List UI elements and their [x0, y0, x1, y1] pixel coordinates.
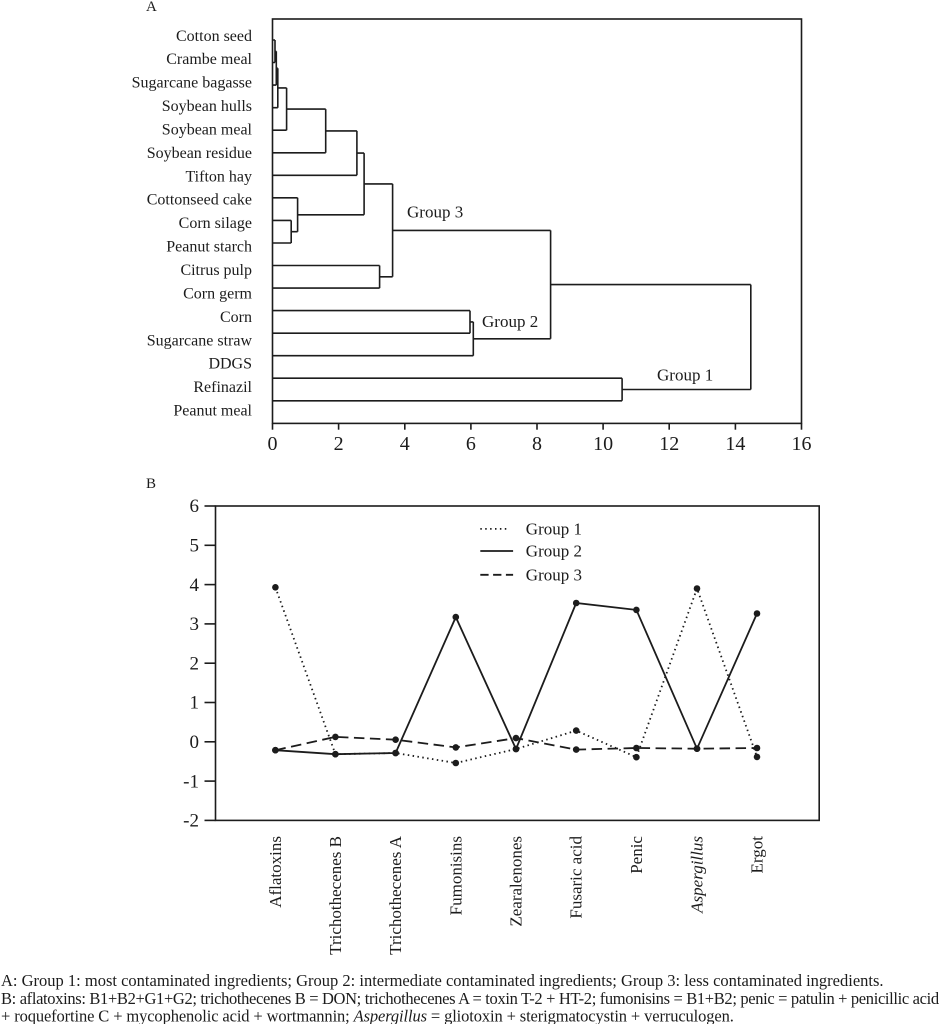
svg-text:Aspergillus: Aspergillus: [688, 836, 707, 914]
svg-text:A: Group 1: most contaminated: A: Group 1: most contaminated ingredient…: [1, 971, 884, 990]
svg-text:0: 0: [268, 433, 278, 455]
svg-text:Ergot: Ergot: [748, 836, 767, 874]
svg-text:10: 10: [593, 433, 613, 455]
svg-text:5: 5: [190, 536, 200, 557]
svg-text:Corn germ: Corn germ: [183, 285, 252, 302]
svg-text:14: 14: [725, 433, 745, 455]
svg-text:Group 2: Group 2: [482, 312, 538, 331]
svg-text:DDGS: DDGS: [208, 356, 252, 373]
svg-text:4: 4: [190, 575, 200, 596]
svg-text:1: 1: [190, 693, 200, 714]
svg-text:Aflatoxins: Aflatoxins: [266, 836, 285, 908]
svg-text:-2: -2: [183, 811, 199, 832]
svg-text:8: 8: [532, 433, 542, 455]
svg-text:3: 3: [190, 614, 200, 635]
svg-text:Group 3: Group 3: [526, 565, 582, 584]
svg-text:Corn: Corn: [220, 309, 252, 326]
svg-text:6: 6: [466, 433, 476, 455]
svg-text:Crambe meal: Crambe meal: [166, 51, 252, 68]
svg-text:Cottonseed cake: Cottonseed cake: [147, 192, 252, 209]
svg-text:4: 4: [400, 433, 410, 455]
svg-text:Fumonisins: Fumonisins: [446, 836, 465, 915]
svg-text:Soybean hulls: Soybean hulls: [162, 98, 252, 115]
svg-text:Group 1: Group 1: [657, 366, 713, 385]
svg-text:2: 2: [190, 653, 200, 674]
svg-text:Trichothecenes A: Trichothecenes A: [386, 835, 405, 955]
svg-text:B: aflatoxins: B1+B2+G1+G2; tr: B: aflatoxins: B1+B2+G1+G2; trichothecen…: [1, 989, 940, 1008]
svg-text:Citrus pulp: Citrus pulp: [180, 262, 252, 279]
svg-text:Sugarcane bagasse: Sugarcane bagasse: [132, 75, 252, 92]
svg-text:Soybean residue: Soybean residue: [147, 145, 252, 162]
svg-text:Fusaric acid: Fusaric acid: [567, 836, 586, 919]
svg-text:Group 3: Group 3: [407, 203, 463, 222]
svg-text:16: 16: [792, 433, 812, 455]
svg-text:Group 1: Group 1: [526, 519, 582, 538]
svg-text:-1: -1: [183, 771, 199, 792]
svg-text:Refinazil: Refinazil: [193, 379, 252, 396]
svg-text:Peanut starch: Peanut starch: [166, 239, 252, 256]
svg-text:Soybean meal: Soybean meal: [162, 122, 253, 139]
svg-text:Penic: Penic: [627, 836, 646, 874]
svg-text:6: 6: [190, 496, 200, 517]
svg-text:2: 2: [334, 433, 344, 455]
svg-text:12: 12: [659, 433, 679, 455]
svg-text:Cotton seed: Cotton seed: [176, 28, 252, 45]
svg-text:Trichothecenes B: Trichothecenes B: [326, 836, 345, 955]
svg-text:Tifton hay: Tifton hay: [185, 168, 252, 185]
svg-text:Peanut meal: Peanut meal: [173, 403, 252, 420]
svg-text:A: A: [146, 0, 157, 15]
svg-text:Corn silage: Corn silage: [179, 215, 252, 232]
svg-text:Sugarcane straw: Sugarcane straw: [147, 332, 253, 349]
svg-text:+ roquefortine C + mycophenoli: + roquefortine C + mycophenolic acid + w…: [1, 1006, 734, 1024]
svg-text:Group 2: Group 2: [526, 542, 582, 561]
svg-text:Zearalenones: Zearalenones: [507, 836, 526, 927]
svg-text:B: B: [146, 476, 156, 492]
svg-text:0: 0: [190, 732, 200, 753]
